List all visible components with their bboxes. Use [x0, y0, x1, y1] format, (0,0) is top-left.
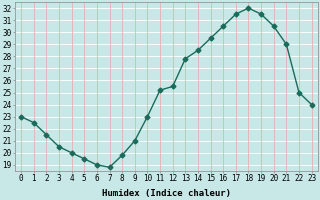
- X-axis label: Humidex (Indice chaleur): Humidex (Indice chaleur): [102, 189, 231, 198]
